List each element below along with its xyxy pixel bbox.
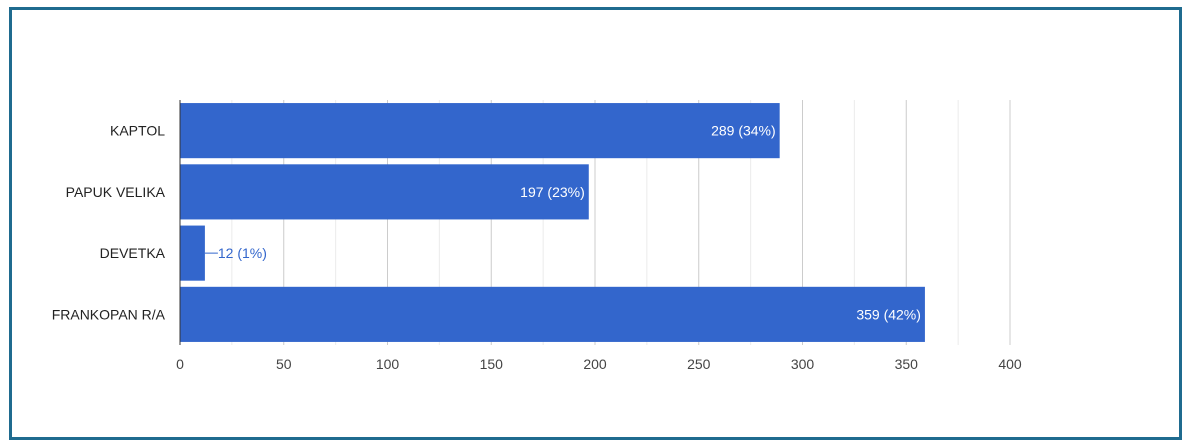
tick-labels: 0 50 100 150 200 250 300 350 400 (176, 356, 1022, 372)
category-label: FRANKOPAN R/A (52, 306, 166, 322)
x-tick-label: 0 (176, 356, 184, 372)
data-label: 197 (23%) (520, 184, 585, 200)
x-tick-label: 150 (480, 356, 504, 372)
x-tick-label: 250 (687, 356, 711, 372)
bar (180, 225, 205, 281)
x-tick-label: 400 (998, 356, 1022, 372)
data-label: 289 (34%) (711, 123, 776, 139)
data-labels: 289 (34%) 197 (23%) 12 (1%) 359 (42%) (204, 123, 921, 322)
x-tick-label: 200 (583, 356, 607, 372)
x-tick-label: 50 (276, 356, 292, 372)
x-tick-label: 100 (376, 356, 400, 372)
bar (180, 164, 589, 220)
bar (180, 103, 780, 159)
data-label: 359 (42%) (856, 306, 921, 322)
x-tick-label: 350 (895, 356, 919, 372)
category-label: PAPUK VELIKA (66, 184, 166, 200)
bar (180, 286, 925, 342)
category-labels: KAPTOL PAPUK VELIKA DEVETKA FRANKOPAN R/A (52, 123, 166, 323)
bars (180, 103, 925, 342)
data-label: 12 (1%) (218, 245, 267, 261)
category-label: DEVETKA (100, 245, 166, 261)
x-tick-label: 300 (791, 356, 815, 372)
category-label: KAPTOL (110, 123, 165, 139)
